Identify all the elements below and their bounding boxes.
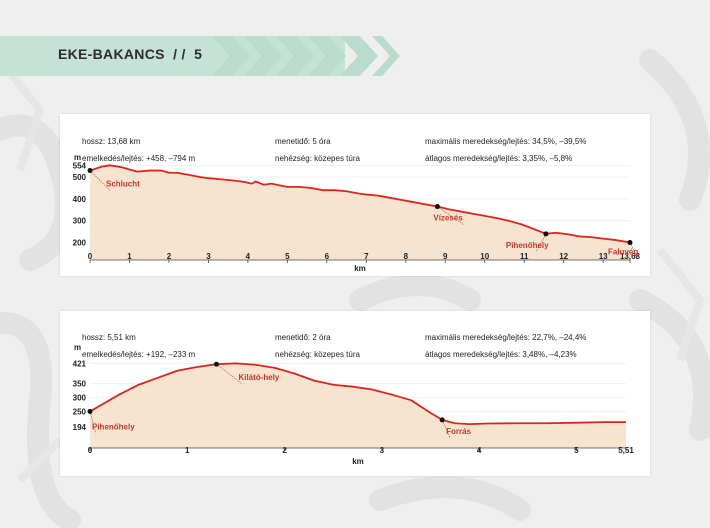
header-separator: / / xyxy=(173,46,186,62)
info-avg-slope: átlagos meredekség/lejtés: 3,48%, –4,23% xyxy=(425,350,577,359)
x-tick-label: 6 xyxy=(325,252,330,261)
waypoint-dot xyxy=(434,204,440,210)
x-tick-label: 2 xyxy=(167,252,172,261)
waypoint-label: Kilátó-hely xyxy=(238,373,279,382)
x-axis-label: km xyxy=(354,264,366,273)
info-elevation: emelkedés/lejtés: +192, –233 m xyxy=(82,350,196,359)
label-leader xyxy=(441,419,451,438)
x-tick-label: 0 xyxy=(88,252,93,261)
profile-area xyxy=(90,165,630,260)
y-axis-label: m xyxy=(74,153,81,162)
waypoint-dot xyxy=(213,361,219,367)
y-tick-label: 400 xyxy=(73,195,87,204)
x-tick-label: 13 xyxy=(599,252,608,261)
y-tick-label: 500 xyxy=(73,173,87,182)
x-tick-label: 4 xyxy=(477,446,482,455)
y-tick-label: 300 xyxy=(73,217,87,226)
x-tick-label: 12 xyxy=(559,252,568,261)
x-tick-label: 5,51 xyxy=(618,446,634,455)
x-tick-label: 1 xyxy=(185,446,190,455)
info-avg-slope: átlagos meredekség/lejtés: 3,35%, –5,8% xyxy=(425,154,573,163)
y-axis-label: m xyxy=(74,343,81,352)
x-tick-label: 3 xyxy=(206,252,211,261)
x-tick-label: 5 xyxy=(574,446,579,455)
profile-area xyxy=(90,363,626,448)
info-difficulty: nehézség: közepes túra xyxy=(275,154,360,163)
x-tick-label: 9 xyxy=(443,252,448,261)
label-leader xyxy=(216,363,243,385)
chevron-arrows-icon xyxy=(212,36,400,76)
waypoint-label: Pihenőhely xyxy=(92,422,135,431)
x-tick-label: 0 xyxy=(88,446,93,455)
x-tick-label: 13,68 xyxy=(620,252,641,261)
info-difficulty: nehézség: közepes túra xyxy=(275,350,360,359)
waypoint-label: Forrás xyxy=(446,427,471,436)
profile-line xyxy=(89,164,631,244)
y-tick-label: 250 xyxy=(73,407,87,416)
y-tick-label: 200 xyxy=(73,239,87,248)
y-tick-label: 421 xyxy=(73,359,87,368)
x-tick-label: 2 xyxy=(282,446,287,455)
info-max-slope: maximális meredekség/lejtés: 34,5%, –39,… xyxy=(425,137,587,146)
label-leader xyxy=(629,242,639,259)
x-tick-label: 8 xyxy=(404,252,409,261)
info-length: hossz: 13,68 km xyxy=(82,137,141,146)
y-tick-label: 554 xyxy=(73,161,87,170)
waypoint-label: Vízesés xyxy=(433,214,463,223)
info-walking-time: menetidő: 5 óra xyxy=(275,137,331,146)
info-elevation: emelkedés/lejtés: +458, –794 m xyxy=(82,154,196,163)
y-tick-label: 350 xyxy=(73,379,87,388)
waypoint-dot xyxy=(543,231,549,237)
info-max-slope: maximális meredekség/lejtés: 22,7%, –24,… xyxy=(425,333,587,342)
header-title: EKE-BAKANCS xyxy=(58,46,165,62)
elevation-panel-1: hossz: 13,68 km emelkedés/lejtés: +458, … xyxy=(60,114,650,276)
x-tick-label: 11 xyxy=(520,252,529,261)
x-tick-label: 7 xyxy=(364,252,369,261)
label-leader xyxy=(89,170,111,191)
y-tick-label: 300 xyxy=(73,393,87,402)
waypoint-label: Pihenőhely xyxy=(506,241,549,250)
label-leader xyxy=(535,233,547,252)
waypoint-dot xyxy=(87,408,93,414)
y-tick-label: 194 xyxy=(73,423,87,432)
waypoint-label: Schlucht xyxy=(106,180,140,189)
elevation-panel-2: hossz: 5,51 km emelkedés/lejtés: +192, –… xyxy=(60,311,650,476)
x-tick-label: 10 xyxy=(480,252,489,261)
info-walking-time: menetidő: 2 óra xyxy=(275,333,331,342)
label-leader xyxy=(437,206,464,225)
profile-line xyxy=(89,362,626,425)
label-leader xyxy=(89,411,97,434)
x-axis-label: km xyxy=(352,457,364,466)
elevation-chart-2: 421 350 300 250 194 m 0 1 2 3 4 5 5,51 km Pihenőhely Ki… xyxy=(73,343,635,466)
waypoint-dot xyxy=(439,417,445,423)
x-tick-label: 1 xyxy=(127,252,132,261)
x-tick-label: 5 xyxy=(285,252,290,261)
waypoint-dot xyxy=(87,168,93,174)
page-number: 5 xyxy=(194,46,203,62)
x-tick-label: 3 xyxy=(380,446,385,455)
page-title: EKE-BAKANCS / / 5 xyxy=(58,46,202,62)
x-tick-label: 4 xyxy=(246,252,251,261)
waypoint-dot xyxy=(627,240,633,246)
waypoint-label: Faluvég xyxy=(608,248,638,257)
info-length: hossz: 5,51 km xyxy=(82,333,136,342)
